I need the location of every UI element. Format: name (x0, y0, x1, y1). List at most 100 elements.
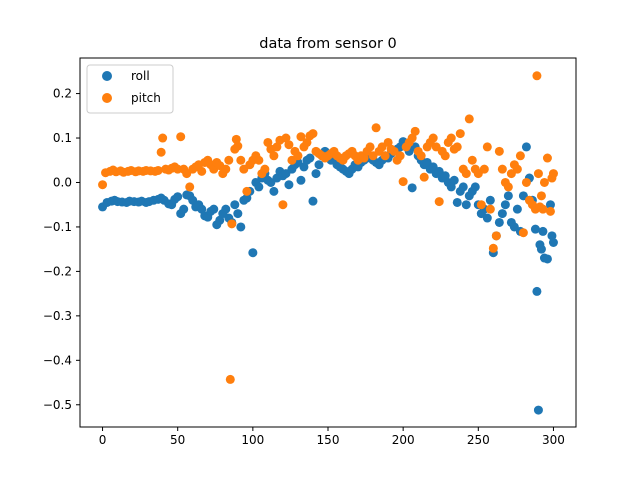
point-pitch-109 (428, 133, 438, 143)
point-roll-45 (248, 248, 258, 258)
point-pitch-61 (284, 140, 294, 150)
point-roll-127 (494, 217, 504, 227)
point-pitch-65 (296, 132, 306, 142)
point-pitch-45 (236, 155, 246, 165)
chart-title: data from sensor 0 (259, 36, 397, 52)
point-pitch-128 (485, 204, 495, 214)
point-roll-40 (233, 209, 243, 219)
point-pitch-103 (410, 126, 420, 136)
y-tick-label: −0.2 (43, 264, 72, 278)
point-pitch-131 (494, 146, 504, 156)
point-roll-124 (485, 195, 495, 205)
point-pitch-30 (197, 166, 207, 176)
legend-marker-pitch (102, 93, 112, 103)
point-roll-41 (236, 222, 246, 232)
point-pitch-47 (242, 186, 252, 196)
point-pitch-117 (452, 142, 462, 152)
point-roll-112 (449, 175, 459, 185)
point-pitch-111 (434, 197, 444, 207)
point-pitch-40 (225, 374, 235, 384)
point-pitch-38 (221, 164, 231, 174)
legend: roll pitch (86, 64, 174, 114)
point-pitch-134 (503, 182, 513, 192)
x-tick-label: 100 (241, 433, 264, 447)
point-roll-143 (536, 244, 546, 254)
point-pitch-69 (308, 129, 318, 139)
point-pitch-121 (464, 114, 474, 124)
point-pitch-105 (416, 151, 426, 161)
point-pitch-56 (269, 151, 279, 161)
point-roll-128 (497, 209, 507, 219)
point-pitch-144 (532, 71, 542, 81)
y-axis: 0.2 0.1 0.0 −0.1 −0.2 −0.3 −0.4 −0.5 (43, 87, 80, 412)
y-tick-label: 0.1 (53, 131, 72, 145)
point-pitch-148 (538, 204, 548, 214)
x-tick-label: 300 (542, 433, 565, 447)
point-pitch-150 (542, 153, 552, 163)
point-pitch-16 (156, 147, 166, 157)
point-pitch-132 (497, 164, 507, 174)
point-pitch-90 (371, 123, 381, 133)
point-pitch-88 (365, 142, 375, 152)
point-pitch-113 (440, 151, 450, 161)
point-roll-20 (173, 192, 183, 202)
point-roll-141 (533, 405, 543, 415)
point-roll-57 (284, 180, 294, 190)
point-pitch-139 (518, 228, 528, 238)
point-pitch-120 (461, 169, 471, 179)
point-roll-32 (209, 204, 219, 214)
point-roll-119 (470, 182, 480, 192)
point-pitch-149 (539, 177, 549, 187)
point-pitch-44 (233, 141, 243, 151)
series-pitch (98, 71, 558, 384)
y-tick-label: 0.0 (53, 175, 72, 189)
point-pitch-59 (278, 200, 288, 210)
point-roll-146 (542, 254, 552, 264)
data-points (98, 71, 558, 415)
point-roll-140 (532, 286, 542, 296)
point-roll-36 (221, 204, 231, 214)
point-pitch-93 (380, 151, 390, 161)
y-tick-label: 0.2 (53, 87, 72, 101)
point-pitch-130 (491, 231, 501, 241)
point-roll-149 (548, 238, 558, 247)
point-pitch-41 (227, 219, 237, 229)
legend-label-roll: roll (131, 69, 150, 83)
x-tick-label: 0 (99, 433, 107, 447)
point-pitch-145 (533, 169, 543, 179)
point-pitch-39 (224, 155, 234, 165)
point-roll-67 (314, 160, 324, 170)
point-pitch-129 (488, 243, 498, 253)
point-roll-61 (296, 175, 306, 185)
point-roll-129 (500, 200, 510, 210)
point-roll-123 (482, 213, 492, 223)
point-roll-133 (512, 204, 522, 214)
point-pitch-125 (476, 200, 486, 210)
point-pitch-151 (545, 206, 555, 216)
point-pitch-26 (185, 182, 195, 192)
legend-box (86, 64, 174, 114)
point-pitch-99 (398, 177, 408, 187)
point-roll-113 (452, 197, 462, 207)
point-pitch-0 (98, 180, 108, 190)
x-tick-label: 200 (392, 433, 415, 447)
point-roll-52 (269, 186, 279, 196)
y-tick-label: −0.5 (43, 398, 72, 412)
point-pitch-98 (395, 151, 405, 161)
legend-marker-roll (102, 71, 112, 81)
point-roll-144 (538, 226, 548, 236)
point-pitch-147 (536, 191, 546, 201)
point-pitch-138 (515, 151, 525, 161)
point-roll-22 (179, 204, 189, 214)
point-pitch-17 (158, 133, 168, 143)
point-roll-136 (521, 142, 531, 152)
point-pitch-127 (482, 142, 492, 152)
y-tick-label: −0.4 (43, 353, 72, 367)
point-pitch-140 (521, 177, 531, 187)
x-tick-label: 150 (317, 433, 340, 447)
point-pitch-51 (254, 155, 264, 165)
point-roll-98 (407, 183, 417, 193)
point-roll-47 (254, 182, 264, 192)
